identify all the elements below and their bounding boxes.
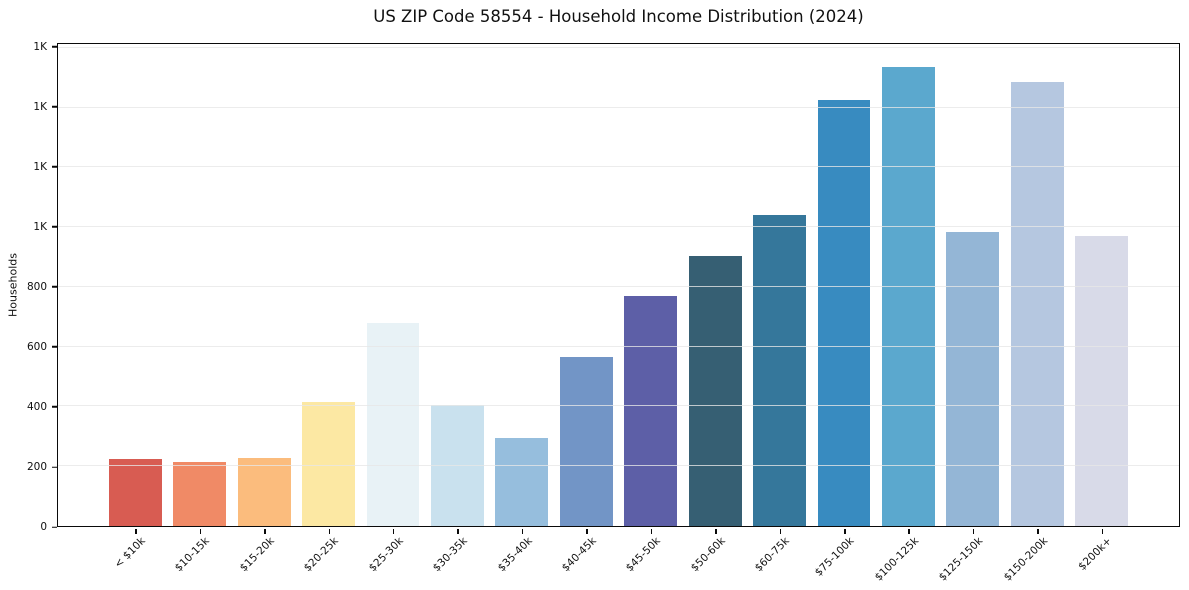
x-tick-mark xyxy=(908,529,910,534)
x-tick-mark xyxy=(457,529,459,534)
bar-$150-200k xyxy=(1010,82,1064,526)
plot-area: < $10k $10-15k $15-20k $20-25k $25-30k $30-35… xyxy=(57,43,1180,584)
bar-$50-60k xyxy=(688,255,742,526)
y-tick-mark xyxy=(52,286,57,288)
x-tick-mark xyxy=(844,529,846,534)
y-tick-mark xyxy=(52,466,57,468)
x-tick-mark xyxy=(328,529,331,534)
bar-slot: $150-200k xyxy=(1001,44,1069,584)
bar-slot: $15-20k xyxy=(232,44,296,574)
x-tick-label: $30-35k xyxy=(430,535,470,575)
bar-slot: < $10k xyxy=(103,44,167,571)
y-tick-mark xyxy=(52,226,57,228)
x-tick-mark xyxy=(264,529,266,534)
bar-$15-20k xyxy=(237,458,291,526)
bars-container: < $10k $10-15k $15-20k $20-25k $25-30k $30-35… xyxy=(58,44,1179,584)
x-tick-label: $200k+ xyxy=(1076,535,1115,573)
bar-slot: $75-100k xyxy=(812,44,876,579)
x-tick-label: $10-15k xyxy=(173,535,213,575)
x-tick-mark xyxy=(650,529,653,534)
x-tick-label: $125-150k xyxy=(936,535,986,584)
y-tick-label: 400 xyxy=(26,400,47,413)
bar-$25-30k xyxy=(366,322,420,526)
y-tick-mark xyxy=(52,106,57,108)
x-tick-label: $60-75k xyxy=(752,535,793,575)
bar-slot: $60-75k xyxy=(747,44,811,574)
bar-slot: $100-125k xyxy=(872,44,940,584)
x-tick-label: $75-100k xyxy=(812,535,857,579)
x-tick-label: $25-30k xyxy=(366,535,406,575)
x-tick-label: $150-200k xyxy=(1001,535,1050,584)
bar-< $10k xyxy=(108,458,162,526)
x-tick-label: $45-50k xyxy=(624,535,664,575)
y-tick-mark xyxy=(52,406,57,408)
y-tick-label: 200 xyxy=(26,461,47,473)
x-tick-label: $40-45k xyxy=(559,535,599,575)
bar-slot: $200k+ xyxy=(1070,44,1134,573)
x-tick-mark xyxy=(972,529,975,534)
y-tick-label: 1K xyxy=(33,220,47,233)
x-tick-mark xyxy=(715,529,717,534)
bar-slot: $50-60k xyxy=(683,44,747,574)
y-tick-label: 0 xyxy=(40,521,47,533)
bar-$20-25k xyxy=(302,402,355,526)
x-tick-mark xyxy=(135,529,137,534)
bar-$40-45k xyxy=(559,357,613,526)
bar-slot: $125-150k xyxy=(937,44,1005,584)
bar-slot: $40-45k xyxy=(554,44,618,574)
bar-$75-100k xyxy=(817,100,871,526)
bar-$30-35k xyxy=(430,404,484,526)
bar-$100-125k xyxy=(882,67,935,526)
bar-$45-50k xyxy=(624,295,678,526)
x-tick-mark xyxy=(392,529,395,534)
y-tick-label: 1K xyxy=(33,100,47,113)
y-tick-label: 1K xyxy=(33,160,47,173)
bar-$35-40k xyxy=(495,437,549,526)
bar-slot: $30-35k xyxy=(425,44,489,574)
y-tick-label: 600 xyxy=(26,340,47,353)
x-tick-label: $15-20k xyxy=(237,535,277,575)
x-tick-label: $20-25k xyxy=(301,535,342,575)
x-tick-label: $100-125k xyxy=(872,535,921,584)
bar-$10-15k xyxy=(173,461,227,526)
y-tick-mark xyxy=(52,526,57,528)
x-tick-label: $35-40k xyxy=(495,535,535,575)
bar-$60-75k xyxy=(753,215,806,526)
bar-slot: $35-40k xyxy=(490,44,554,574)
bar-slot: $10-15k xyxy=(167,44,231,574)
bar-slot: $45-50k xyxy=(619,44,683,574)
chart-title: US ZIP Code 58554 - Household Income Dis… xyxy=(373,7,864,26)
bar-$125-150k xyxy=(946,231,1000,526)
y-tick-mark xyxy=(52,46,57,48)
x-tick-mark xyxy=(521,529,524,534)
bar-slot: $20-25k xyxy=(296,44,360,574)
x-tick-mark xyxy=(1101,529,1104,534)
x-tick-mark xyxy=(586,529,588,534)
y-tick-label: 1K xyxy=(33,40,47,53)
y-tick-label: 800 xyxy=(26,280,47,293)
x-tick-mark xyxy=(779,529,782,534)
y-tick-mark xyxy=(52,346,57,348)
y-tick-mark xyxy=(52,166,57,168)
x-tick-label: $50-60k xyxy=(688,535,728,575)
x-tick-mark xyxy=(1037,529,1039,534)
bar-slot: $25-30k xyxy=(361,44,425,574)
x-tick-mark xyxy=(199,529,202,534)
y-axis: 0 200 400 600 800 1K 1K 1K 1K xyxy=(0,40,57,533)
x-tick-label: < $10k xyxy=(112,535,148,571)
bar-$200k+ xyxy=(1075,236,1129,526)
